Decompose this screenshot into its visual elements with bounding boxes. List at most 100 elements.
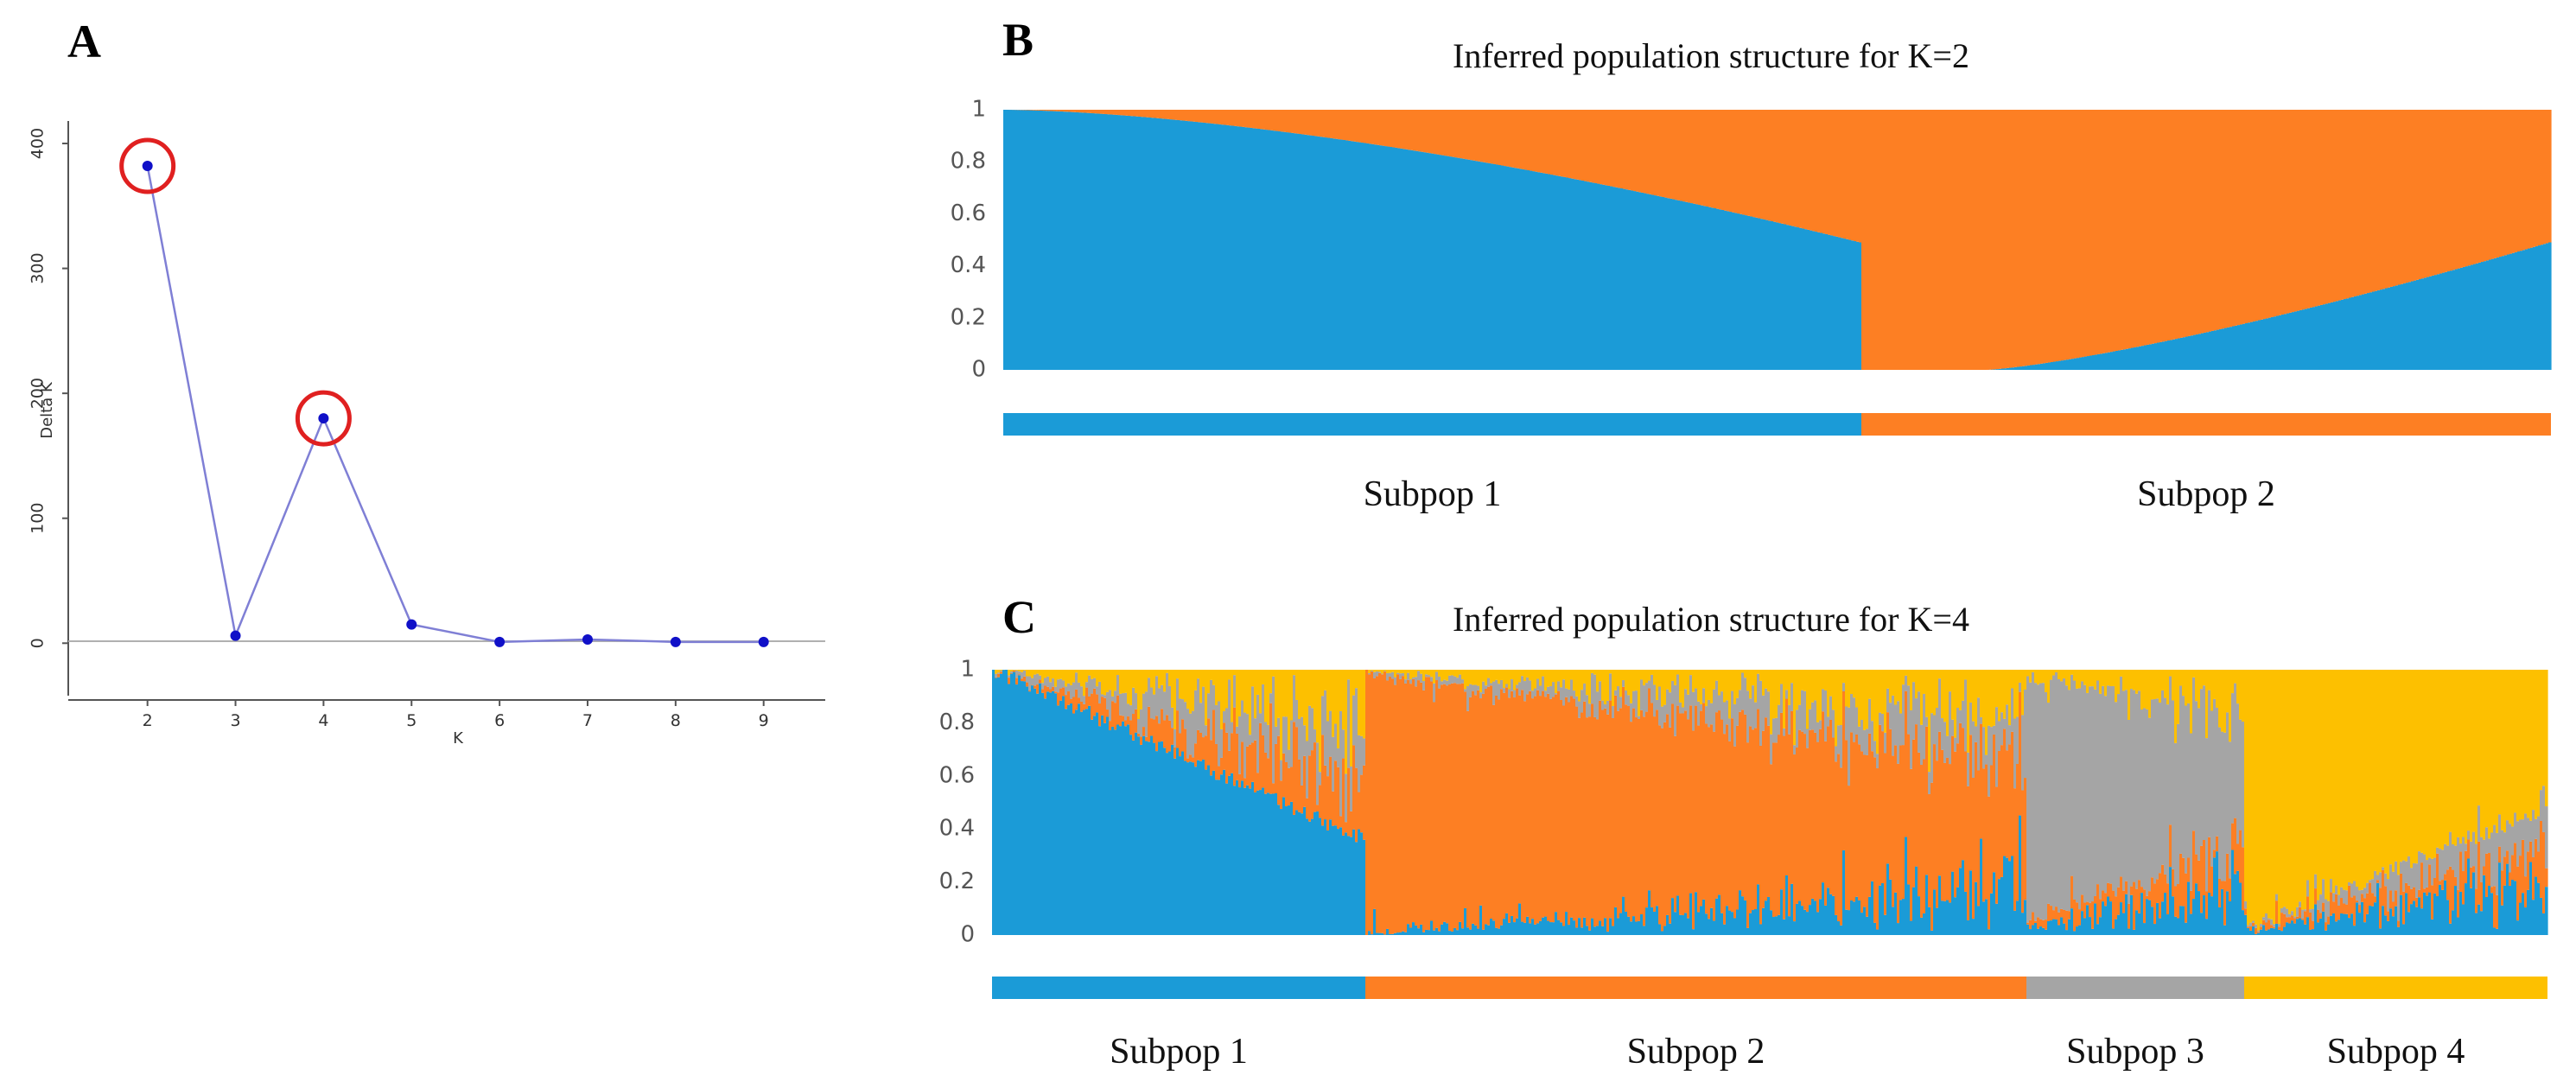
structure-bar-segment bbox=[1980, 723, 1983, 839]
structure-bar-segment bbox=[2037, 670, 2040, 685]
structure-bar-segment bbox=[1568, 178, 1572, 370]
structure-bar-segment bbox=[1663, 926, 1667, 935]
structure-bar-segment bbox=[1459, 921, 1462, 935]
structure-bar-segment bbox=[1856, 241, 1860, 370]
structure-bar-segment bbox=[1446, 923, 1449, 935]
structure-bar-segment bbox=[2268, 110, 2272, 318]
structure-bar-segment bbox=[1363, 738, 1366, 766]
structure-bar-segment bbox=[1417, 928, 1421, 935]
structure-bar-segment bbox=[1837, 670, 1841, 726]
structure-bar-segment bbox=[2288, 917, 2292, 924]
structure-bar-segment bbox=[2501, 670, 2504, 830]
structure-bar-segment bbox=[1672, 110, 1676, 200]
structure-bar-segment bbox=[1702, 703, 1706, 900]
structure-bar-segment bbox=[2317, 922, 2320, 935]
structure-bar-segment bbox=[1522, 169, 1525, 370]
structure-bar-segment bbox=[1695, 670, 1698, 689]
structure-bar-segment bbox=[1482, 693, 1485, 930]
structure-bar-segment bbox=[1929, 110, 1932, 370]
structure-bar-segment bbox=[2187, 670, 2191, 703]
structure-bar-segment bbox=[2244, 900, 2248, 909]
structure-bar-segment bbox=[1664, 197, 1668, 370]
structure-bar-segment bbox=[1382, 110, 1385, 146]
structure-bar-segment bbox=[2545, 670, 2548, 807]
structure-bar-segment bbox=[1575, 927, 1579, 935]
structure-bar-segment bbox=[1954, 897, 1957, 935]
structure-bar-segment bbox=[1498, 670, 1501, 684]
structure-bar-segment bbox=[2349, 297, 2352, 370]
structure-bar-segment bbox=[2296, 916, 2299, 919]
structure-bar-segment bbox=[1243, 778, 1247, 788]
structure-bar-segment bbox=[1123, 115, 1126, 370]
structure-bar-segment bbox=[1591, 918, 1594, 935]
structure-bar-segment bbox=[1588, 670, 1592, 704]
structure-bar-segment bbox=[1076, 110, 1079, 112]
structure-bar-segment bbox=[2442, 272, 2446, 370]
structure-bar-segment bbox=[1656, 670, 1659, 700]
structure-bar-segment bbox=[2397, 920, 2401, 927]
structure-bar-segment bbox=[1167, 118, 1170, 370]
structure-bar-segment bbox=[1856, 110, 1860, 242]
structure-bar-segment bbox=[1695, 110, 1699, 205]
structure-bar-segment bbox=[1915, 866, 1918, 935]
structure-bar-segment bbox=[2177, 670, 2180, 724]
structure-bar-segment bbox=[1938, 670, 1942, 679]
structure-bar-segment bbox=[1955, 110, 1958, 370]
structure-bar-segment bbox=[1046, 686, 1050, 692]
structure-bar-segment bbox=[2263, 110, 2267, 320]
structure-bar-segment bbox=[2335, 894, 2338, 922]
structure-bar-segment bbox=[2257, 670, 2261, 931]
structure-bar-segment bbox=[1675, 110, 1678, 200]
structure-bar-segment bbox=[1555, 110, 1559, 176]
structure-bar-segment bbox=[2538, 245, 2541, 370]
structure-bar-segment bbox=[1342, 729, 1345, 759]
structure-bar-segment bbox=[1630, 722, 1633, 922]
structure-bar-segment bbox=[2465, 843, 2468, 851]
structure-bar-segment bbox=[2442, 110, 2446, 273]
structure-bar-segment bbox=[2025, 110, 2028, 366]
structure-bar-segment bbox=[1638, 110, 1642, 193]
structure-bar-segment bbox=[1710, 670, 1714, 703]
structure-bar-segment bbox=[1246, 746, 1250, 786]
structure-bar-segment bbox=[2211, 110, 2215, 331]
structure-bar-segment bbox=[1402, 676, 1405, 932]
structure-bar-segment bbox=[1680, 110, 1683, 201]
structure-bar-segment bbox=[1098, 670, 1102, 682]
structure-bar-segment bbox=[1093, 716, 1097, 935]
structure-bar-segment bbox=[2376, 670, 2380, 875]
structure-bar-segment bbox=[2543, 244, 2547, 370]
structure-bar-segment bbox=[1832, 709, 1835, 738]
structure-bar-segment bbox=[1086, 112, 1090, 370]
structure-bar-segment bbox=[1701, 205, 1704, 370]
structure-bar-segment bbox=[1747, 110, 1751, 216]
structure-bar-segment bbox=[1021, 671, 1024, 679]
structure-bar-segment bbox=[2174, 916, 2178, 935]
structure-bar-segment bbox=[2278, 924, 2281, 927]
structure-bar-segment bbox=[2415, 897, 2419, 907]
structure-bar-segment bbox=[2078, 925, 2082, 935]
structure-bar-segment bbox=[1334, 825, 1338, 935]
structure-bar-segment bbox=[1618, 188, 1621, 370]
structure-bar-segment bbox=[2169, 676, 2172, 825]
structure-bar-segment bbox=[1508, 922, 1511, 935]
structure-bar-segment bbox=[1013, 671, 1016, 935]
structure-bar-segment bbox=[2266, 318, 2269, 370]
structure-bar-segment bbox=[2229, 670, 2232, 742]
structure-bar-segment bbox=[2213, 857, 2217, 935]
structure-bar-segment bbox=[1783, 670, 1786, 729]
structure-bar-segment bbox=[2514, 812, 2517, 843]
structure-bar-segment bbox=[1085, 682, 1089, 688]
structure-bar-segment bbox=[2042, 919, 2045, 928]
structure-bar-segment bbox=[1771, 110, 1774, 221]
structure-bar-segment bbox=[2338, 110, 2342, 301]
structure-bar-segment bbox=[1055, 111, 1059, 370]
structure-bar-segment bbox=[2529, 820, 2533, 842]
structure-bar-segment bbox=[1816, 912, 1820, 935]
structure-bar-segment bbox=[1123, 110, 1126, 116]
structure-bar-segment bbox=[1228, 679, 1231, 751]
structure-bar-segment bbox=[1122, 670, 1125, 694]
structure-bar-segment bbox=[2102, 890, 2105, 902]
structure-bar-segment bbox=[1337, 670, 1340, 748]
structure-bar-segment bbox=[1649, 194, 1652, 370]
